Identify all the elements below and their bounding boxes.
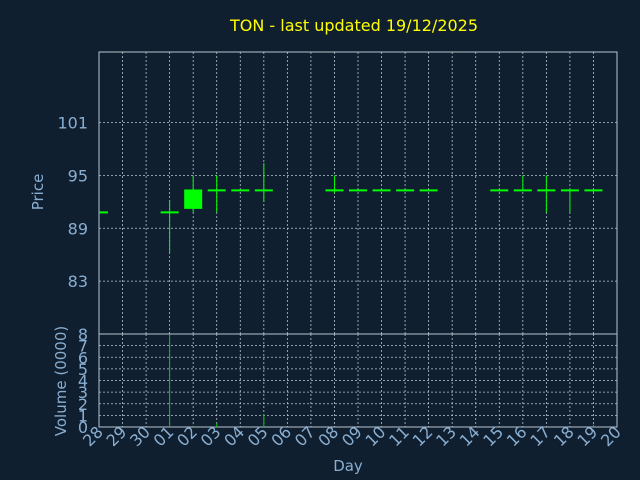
price-tick-label: 95 [68, 166, 88, 185]
candle-body [184, 189, 203, 209]
x-axis-ticks: 2829300102030405060708091011121314151617… [79, 422, 625, 450]
volume-frame [98, 333, 618, 428]
price-axis-label: Price [29, 174, 47, 211]
chart-title: TON - last updated 19/12/2025 [229, 16, 478, 35]
volume-tick-label: 7 [78, 337, 88, 356]
volume-tick-label: 1 [78, 406, 88, 425]
x-axis-label: Day [333, 457, 363, 475]
volume-tick-label: 0 [78, 418, 88, 437]
volume-tick-label: 5 [78, 360, 88, 379]
volume-tick-label: 8 [78, 325, 88, 344]
volume-tick-label: 2 [78, 395, 88, 414]
volume-axis-label: Volume (0000) [52, 326, 70, 436]
price-tick-label: 89 [68, 219, 88, 238]
price-tick-label: 83 [68, 272, 88, 291]
volume-tick-label: 4 [78, 372, 88, 391]
price-panel: 83 89 95 101 [57, 51, 618, 335]
price-tick-label: 101 [57, 114, 88, 133]
volume-tick-label: 6 [78, 348, 88, 367]
volume-tick-label: 3 [78, 383, 88, 402]
